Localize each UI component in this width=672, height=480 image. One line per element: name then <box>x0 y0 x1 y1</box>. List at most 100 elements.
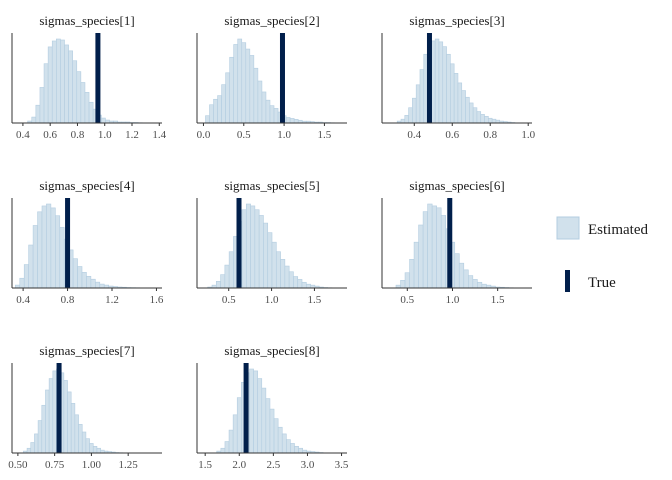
x-tick-label: 1.0 <box>446 294 460 306</box>
x-tick-label: 1.5 <box>318 129 332 141</box>
x-tick-label: 1.00 <box>82 459 102 471</box>
panel-title: sigmas_species[1] <box>39 13 134 28</box>
x-tick-label: 0.8 <box>61 294 75 306</box>
panel-8: sigmas_species[8] 1.5 2.0 2.5 3.0 3.5 <box>196 343 349 471</box>
true-value-line <box>243 363 249 453</box>
histogram-bar <box>89 443 94 454</box>
x-tick-label: 0.6 <box>445 129 459 141</box>
histogram-bar <box>294 446 299 454</box>
histogram-bar <box>413 241 419 289</box>
histogram-bar <box>453 73 459 124</box>
true-value-line <box>279 33 285 123</box>
x-tick-label: 0.0 <box>197 129 211 141</box>
histogram-bar <box>99 283 105 289</box>
histogram-bar <box>63 380 68 454</box>
histogram-bar <box>37 211 43 289</box>
histogram-bar <box>267 232 273 289</box>
panel-3: sigmas_species[3] 0.4 0.6 0.8 1.0 <box>381 13 536 141</box>
histogram-bar <box>472 107 478 124</box>
histogram-bar <box>297 279 303 289</box>
histogram-bar <box>446 53 451 124</box>
x-tick-label: 0.5 <box>222 294 236 306</box>
histogram-bar <box>215 281 221 289</box>
legend-estimated-swatch <box>556 216 580 240</box>
panels-group: sigmas_species[1]0.4 0.6 0.8 1.0 1.2 1.4sigma… <box>8 13 535 471</box>
histogram-bar <box>67 391 72 454</box>
histogram-bar <box>269 105 275 124</box>
histogram-bar <box>261 387 267 454</box>
histogram-bar <box>273 418 279 454</box>
histogram-bar <box>34 433 39 454</box>
histogram-bar <box>408 107 413 124</box>
histogram-bar <box>250 205 256 289</box>
histogram-bar <box>491 118 497 124</box>
x-tick-label: 0.50 <box>8 459 28 471</box>
histogram-bar <box>301 281 307 289</box>
histogram-bar <box>436 207 442 289</box>
legend-true-swatch <box>565 270 570 292</box>
histogram-bar <box>286 439 291 454</box>
histogram-bar <box>438 41 444 124</box>
histogram-bar <box>249 368 254 454</box>
histogram-bar <box>23 264 29 289</box>
histogram-bar <box>427 203 433 289</box>
histogram-bar <box>290 443 295 454</box>
histogram-bar <box>217 95 222 124</box>
histogram-bar <box>269 408 275 454</box>
panel-1: sigmas_species[1] 0.4 0.6 0.8 1.0 1.2 1.4 <box>11 13 167 141</box>
histogram-bar <box>35 104 41 124</box>
histogram-bar <box>221 84 226 124</box>
histogram-bar <box>77 266 83 289</box>
x-tick-label: 0.4 <box>407 129 421 141</box>
histogram-bar <box>237 38 243 124</box>
x-tick-label: 1.5 <box>308 294 322 306</box>
x-tick-label: 0.75 <box>45 459 65 471</box>
x-tick-label: 1.25 <box>119 459 139 471</box>
true-value-line <box>56 363 62 453</box>
histogram-bar <box>418 224 424 289</box>
histogram-bar <box>271 241 277 289</box>
histogram-bar <box>305 283 311 289</box>
legend-estimated-label: Estimated <box>588 222 648 238</box>
histogram-bar <box>422 211 428 289</box>
histogram-bar <box>88 101 94 124</box>
histogram-bar <box>253 67 259 124</box>
histogram-bar <box>48 378 54 454</box>
histogram-bar <box>477 281 483 289</box>
panel-title: sigmas_species[3] <box>409 13 504 28</box>
histogram-bar <box>43 63 49 124</box>
histogram-bar <box>224 264 230 289</box>
histogram-bar <box>245 48 251 124</box>
histogram-bar <box>45 389 50 454</box>
histogram-bar <box>213 98 218 124</box>
x-tick-label: 1.0 <box>98 129 112 141</box>
panel-title: sigmas_species[5] <box>224 178 319 193</box>
histogram-bar <box>457 82 463 124</box>
legend: Estimated True <box>556 216 648 292</box>
panel-title: sigmas_species[6] <box>409 178 504 193</box>
histogram-bar <box>415 84 421 124</box>
histogram-bar <box>72 60 78 124</box>
histogram-bar <box>404 272 410 289</box>
histogram-bar <box>265 398 271 454</box>
histogram-bar <box>209 104 214 124</box>
histogram-bar <box>50 207 56 289</box>
histogram-bar <box>467 275 474 289</box>
x-tick-label: 0.4 <box>16 294 30 306</box>
legend-true-label: True <box>588 275 616 291</box>
histogram-bar <box>434 38 440 124</box>
histogram-bar <box>419 69 425 124</box>
histogram-bar <box>80 82 86 124</box>
histogram-bar <box>81 272 87 289</box>
panel-title: sigmas_species[4] <box>39 178 134 193</box>
histogram-bar <box>289 118 295 124</box>
histogram-bar <box>46 203 52 289</box>
histogram-bar <box>275 251 281 289</box>
histogram-bar <box>59 227 65 289</box>
panel-7: sigmas_species[7] 0.50 0.75 1.00 1.25 <box>8 343 162 471</box>
panel-title: sigmas_species[7] <box>39 343 134 358</box>
histogram-bar <box>31 116 37 124</box>
histogram-bar <box>30 442 35 454</box>
panel-4: sigmas_species[4] 0.4 0.8 1.2 1.6 <box>11 178 164 306</box>
histogram-bar <box>95 281 101 289</box>
